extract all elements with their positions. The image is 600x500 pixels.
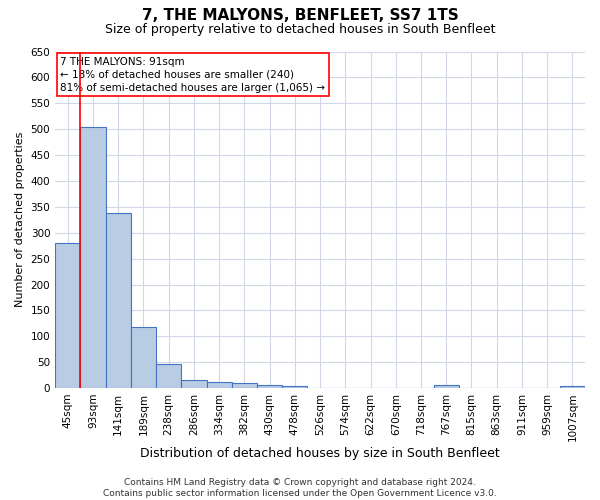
- Text: Size of property relative to detached houses in South Benfleet: Size of property relative to detached ho…: [105, 22, 495, 36]
- Bar: [434, 386, 459, 388]
- Bar: [131, 327, 156, 388]
- Text: Contains HM Land Registry data © Crown copyright and database right 2024.
Contai: Contains HM Land Registry data © Crown c…: [103, 478, 497, 498]
- Bar: [560, 386, 585, 388]
- Bar: [282, 386, 307, 388]
- Text: 7, THE MALYONS, BENFLEET, SS7 1TS: 7, THE MALYONS, BENFLEET, SS7 1TS: [142, 8, 458, 22]
- Bar: [80, 126, 106, 388]
- X-axis label: Distribution of detached houses by size in South Benfleet: Distribution of detached houses by size …: [140, 447, 500, 460]
- Bar: [156, 364, 181, 388]
- Bar: [232, 384, 257, 388]
- Bar: [257, 385, 282, 388]
- Text: 7 THE MALYONS: 91sqm
← 18% of detached houses are smaller (240)
81% of semi-deta: 7 THE MALYONS: 91sqm ← 18% of detached h…: [61, 56, 325, 93]
- Y-axis label: Number of detached properties: Number of detached properties: [15, 132, 25, 308]
- Bar: [181, 380, 206, 388]
- Bar: [206, 382, 232, 388]
- Bar: [55, 243, 80, 388]
- Bar: [106, 213, 131, 388]
